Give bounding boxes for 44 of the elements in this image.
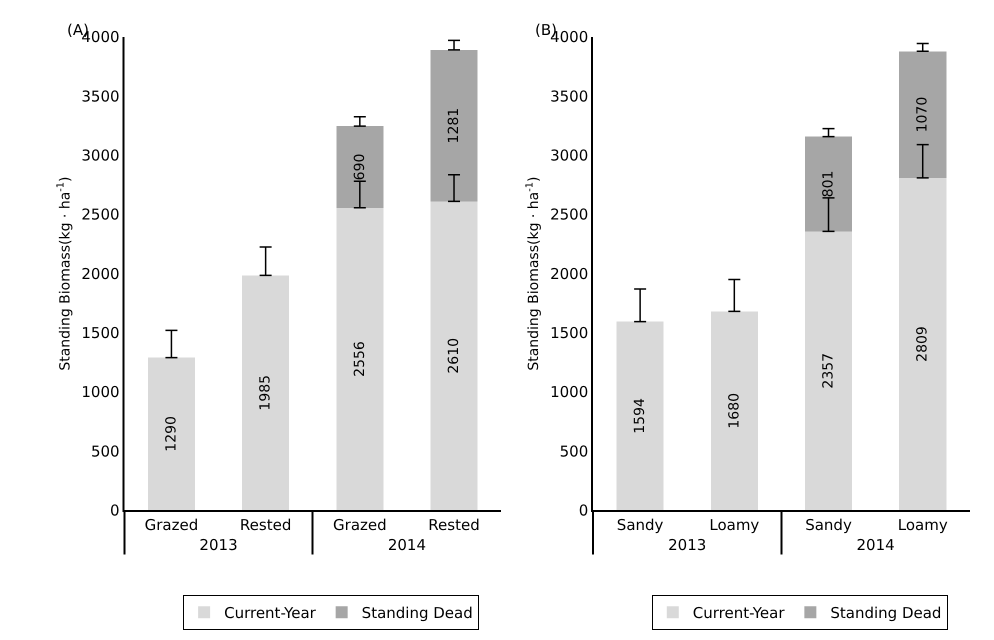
y-tick-label: 0: [578, 501, 588, 520]
data-label: 1985: [258, 374, 274, 411]
y-tick-label: 0: [110, 501, 120, 520]
data-label: 1281: [446, 108, 462, 144]
y-tick-label: 3500: [81, 87, 120, 106]
x-tick-label: Sandy: [616, 516, 664, 534]
x-tick-label: Rested: [240, 516, 292, 534]
x-tick-label: Grazed: [144, 516, 198, 534]
text: 2013: [199, 536, 238, 554]
y-tick-label: 500: [90, 442, 120, 460]
legend-label: Current-Year: [692, 604, 786, 622]
y-tick-label: 1000: [81, 383, 120, 402]
x-tick-label: Rested: [428, 516, 480, 534]
data-label: 2610: [446, 338, 462, 374]
data-label: 1680: [726, 392, 742, 429]
text: 2014: [856, 536, 895, 554]
x-tick-label: Loamy: [898, 516, 948, 534]
y-tick-label: 1000: [550, 383, 588, 402]
x-tick-label: Loamy: [709, 516, 760, 534]
y-tick-label: 2000: [550, 264, 588, 283]
data-label: 2357: [820, 352, 837, 389]
text: 2013: [668, 536, 706, 554]
y-tick-label: 2500: [550, 206, 588, 224]
legend-label: Current-Year: [224, 604, 317, 622]
y-tick-label: 2000: [81, 264, 120, 283]
data-label: 2809: [914, 326, 931, 362]
y-tick-label: 1500: [550, 324, 588, 342]
legend-label: Standing Dead: [362, 604, 473, 622]
x-tick-label: Sandy: [805, 516, 852, 534]
text: 2014: [388, 536, 426, 554]
data-label: 801: [820, 170, 837, 198]
data-label: 690: [352, 154, 368, 180]
data-label: 2556: [352, 341, 368, 377]
data-label: 1070: [914, 96, 931, 132]
legend-label: Standing Dead: [830, 604, 942, 622]
y-tick-label: 3000: [81, 146, 120, 165]
y-tick-label: 1500: [81, 324, 120, 342]
data-label: 1290: [163, 416, 180, 452]
y-tick-label: 3500: [550, 87, 588, 106]
data-label: 1594: [632, 398, 648, 434]
y-tick-label: 500: [560, 442, 588, 460]
x-tick-label: Grazed: [333, 516, 387, 534]
y-tick-label: 2500: [81, 206, 120, 224]
y-tick-label: 3000: [550, 146, 588, 165]
